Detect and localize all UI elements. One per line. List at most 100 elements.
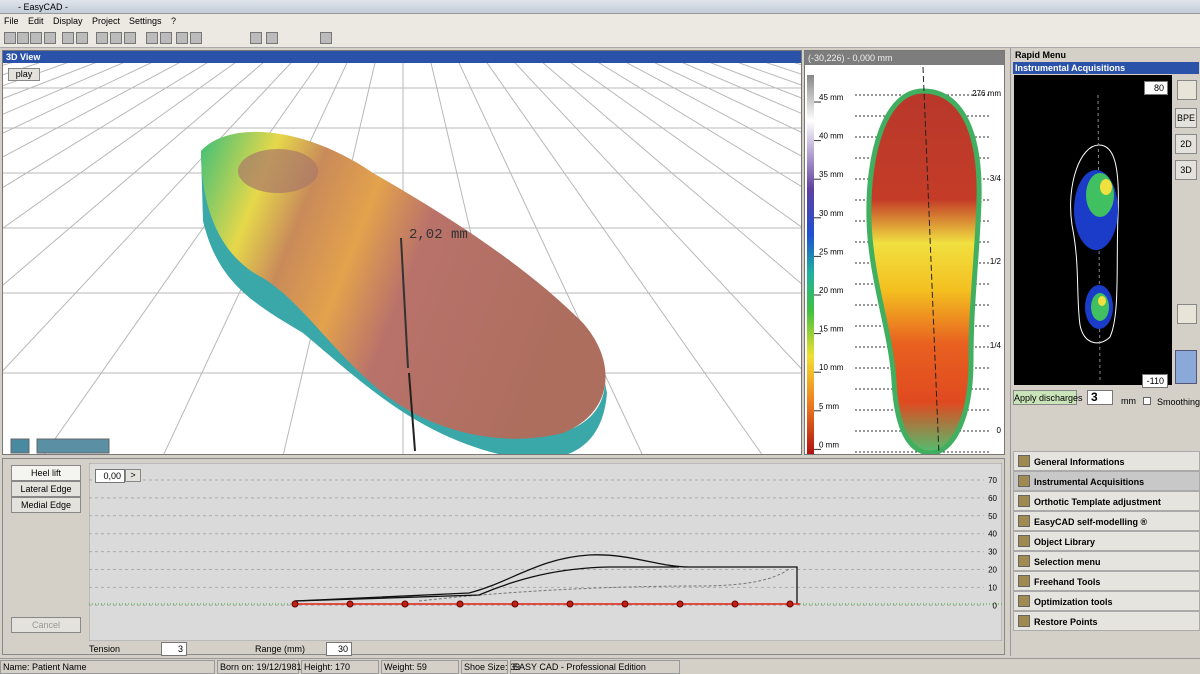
rapid-icon (1018, 615, 1030, 627)
toolbar-button[interactable] (176, 32, 188, 44)
rapid-item[interactable]: Optimization tools (1013, 591, 1200, 611)
bottom-value[interactable]: -110 (1142, 374, 1168, 388)
rapid-item-label: Orthotic Template adjustment (1034, 497, 1161, 507)
grid-line (3, 63, 236, 229)
grid-line (613, 63, 802, 455)
grid-line (458, 63, 643, 454)
scale-label: 25 mm (819, 247, 844, 256)
view3d-header: 3D View (3, 51, 801, 63)
acquisition-image (1014, 75, 1172, 385)
profile-button[interactable]: Heel lift (11, 465, 81, 481)
status-field: EASY CAD - Professional Edition (510, 660, 680, 674)
toolbar-button[interactable] (146, 32, 158, 44)
control-point (676, 600, 684, 608)
menu-item[interactable]: File (4, 16, 19, 26)
cancel-button[interactable]: Cancel (11, 617, 81, 633)
scale-label: 5 mm (819, 402, 839, 411)
length-label: 276 mm (972, 89, 1001, 98)
rapid-item[interactable]: Orthotic Template adjustment (1013, 491, 1200, 511)
toolbar (0, 28, 1200, 48)
rapid-item[interactable]: General Informations (1013, 451, 1200, 471)
next-button[interactable]: > (125, 469, 141, 482)
rapid-item-label: Restore Points (1034, 617, 1098, 627)
menu-item[interactable]: Project (92, 16, 121, 26)
side-button[interactable] (1177, 80, 1197, 100)
tab-button[interactable]: 3D (1175, 160, 1197, 180)
view-tool[interactable] (36, 438, 110, 454)
status-bar: Name: Patient Name Born on: 19/12/1981 Hei… (0, 658, 1200, 674)
rapid-item[interactable]: Selection menu (1013, 551, 1200, 571)
toolbar-button[interactable] (17, 32, 29, 44)
heel-cup (238, 149, 318, 193)
toolbar-button[interactable] (30, 32, 42, 44)
apply-button[interactable]: Apply discharges (1013, 390, 1083, 405)
toolbar-button[interactable] (110, 32, 122, 44)
rapid-title: Rapid Menu (1015, 50, 1066, 60)
value-input[interactable]: 0,00 (95, 469, 125, 483)
menu-item[interactable]: Edit (28, 16, 44, 26)
amount-input[interactable]: 3 (1087, 390, 1113, 405)
toolbar-button[interactable] (96, 32, 108, 44)
smoothing-check[interactable] (1143, 397, 1151, 405)
grid-line (682, 63, 801, 114)
y-tick-label: 60 (988, 494, 997, 503)
toolbar-button[interactable] (320, 32, 332, 44)
toolbar-button[interactable] (62, 32, 74, 44)
view3d-panel: 3D View 2,02 mm play (2, 50, 802, 455)
control-point (511, 600, 519, 608)
menu-item[interactable]: Settings (129, 16, 162, 26)
rapid-item[interactable]: Instrumental Acquisitions (1013, 471, 1200, 491)
measure-line (400, 237, 409, 369)
rapid-item-label: EasyCAD self-modelling ® (1034, 517, 1148, 527)
top-value[interactable]: 80 (1144, 81, 1168, 95)
toolbar-button[interactable] (4, 32, 16, 44)
grid-line (3, 63, 180, 158)
grid-line (3, 63, 264, 286)
rapid-icon (1018, 535, 1030, 547)
toolbar-button[interactable] (124, 32, 136, 44)
control-point (456, 600, 464, 608)
grid-line (765, 63, 801, 75)
toolbar-button[interactable] (250, 32, 262, 44)
range-input[interactable]: 30 (326, 642, 352, 656)
rapid-section: Instrumental Acquisitions (1013, 62, 1199, 74)
measure-label: 2,02 mm (409, 227, 468, 243)
side-button[interactable] (1177, 304, 1197, 324)
tension-input[interactable]: 3 (161, 642, 187, 656)
grid-line (43, 63, 320, 454)
rapid-item[interactable]: Restore Points (1013, 611, 1200, 631)
toolbar-button[interactable] (190, 32, 202, 44)
rapid-icon (1018, 495, 1030, 507)
rapid-item[interactable]: Object Library (1013, 531, 1200, 551)
grid-line (542, 63, 801, 285)
control-point (731, 600, 739, 608)
rapid-item-label: Selection menu (1034, 557, 1101, 567)
toolbar-button[interactable] (44, 32, 56, 44)
toolbar-button[interactable] (76, 32, 88, 44)
tab-button[interactable]: BPE (1175, 108, 1197, 128)
profile-button[interactable]: Medial Edge (11, 497, 81, 513)
play-button[interactable]: play (8, 68, 40, 81)
status-field: Height: 170 (301, 660, 379, 674)
rapid-item[interactable]: EasyCAD self-modelling ® (1013, 511, 1200, 531)
length-label: 1/4 (990, 341, 1002, 350)
rapid-icon (1018, 555, 1030, 567)
grid-line (570, 63, 801, 228)
view-tool[interactable] (10, 438, 30, 454)
grid-line (514, 63, 801, 370)
tab-button[interactable]: 2D (1175, 134, 1197, 154)
menu-item[interactable]: Display (53, 16, 83, 26)
scale-label: 10 mm (819, 363, 844, 372)
y-tick-label: 0 (993, 601, 998, 610)
rapid-item[interactable]: Freehand Tools (1013, 571, 1200, 591)
profile-button[interactable]: Lateral Edge (11, 481, 81, 497)
toolbar-button[interactable] (160, 32, 172, 44)
toolbar-button[interactable] (266, 32, 278, 44)
nav-control[interactable] (1175, 350, 1197, 384)
profile-panel: Cancel 70 60 50 40 30 20 10 0 0,00 > Tension 3 … (2, 458, 1005, 656)
menu-item[interactable]: ? (171, 16, 177, 26)
control-point (401, 600, 409, 608)
pressure-header: (-30,226) - 0,000 mm (805, 51, 1004, 65)
grid-line (3, 63, 208, 188)
grid-line (3, 63, 292, 372)
